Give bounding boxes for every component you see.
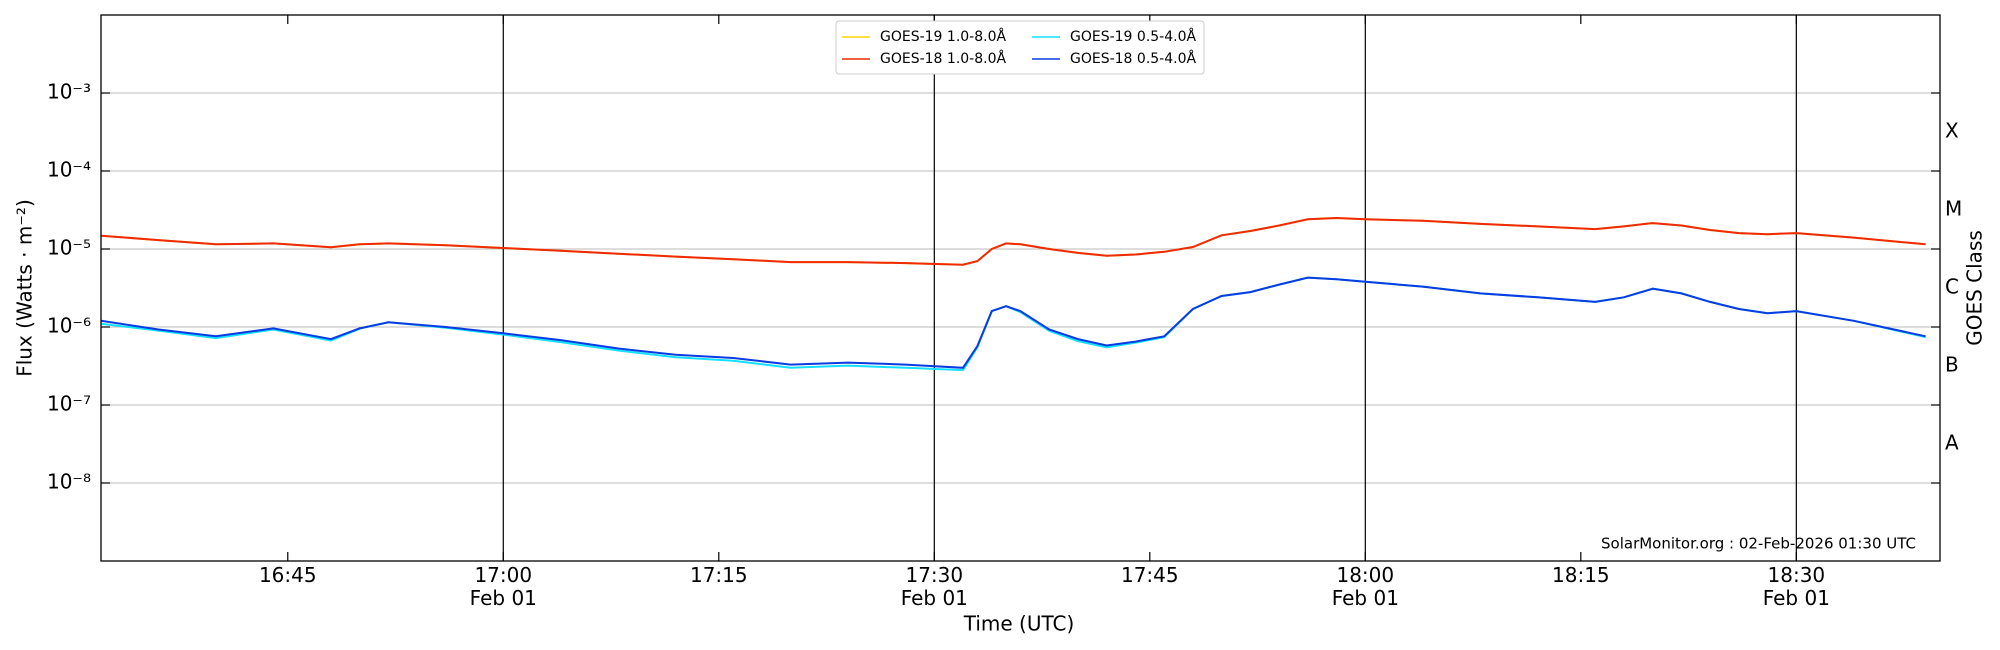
x-axis-label: Time (UTC) (963, 612, 1075, 636)
series-line (100, 216, 1926, 266)
annotation: SolarMonitor.org : 02-Feb-2026 01:30 UTC (1601, 535, 1916, 553)
y-tick-label: 10⁻⁸ (47, 470, 91, 494)
y2-tick-label: C (1945, 275, 1959, 299)
x-tick-label: 17:30 Feb 01 (901, 563, 968, 610)
x-tick-label: 17:15 (690, 563, 748, 587)
x-tick-label: 18:30 Feb 01 (1763, 563, 1830, 610)
legend: GOES-19 1.0-8.0Å GOES-18 1.0-8.0Å GOES-19 … (835, 20, 1205, 75)
y-tick-label: 10⁻⁷ (47, 392, 91, 416)
y-tick-label: 10⁻⁵ (47, 236, 91, 260)
x-tick-label: 17:45 (1121, 563, 1179, 587)
y2-tick-label: A (1945, 431, 1959, 455)
y2-tick-label: B (1945, 353, 1959, 377)
series-line (100, 276, 1926, 372)
x-tick-label: 18:15 (1552, 563, 1610, 587)
legend-label: GOES-19 0.5-4.0Å (1070, 28, 1196, 45)
legend-label: GOES-19 1.0-8.0Å (880, 28, 1006, 45)
y-tick-label: 10⁻⁶ (47, 314, 91, 338)
x-tick-label: 16:45 (259, 563, 317, 587)
x-tick-label: 18:00 Feb 01 (1332, 563, 1399, 610)
y-tick-label: 10⁻³ (47, 80, 91, 104)
series-line (100, 216, 1926, 266)
legend-label: GOES-18 1.0-8.0Å (880, 50, 1006, 67)
y2-tick-label: M (1945, 197, 1962, 221)
y2-tick-label: X (1945, 119, 1959, 143)
y-axis-label: Flux (Watts · m⁻²) (13, 199, 37, 377)
legend-label: GOES-18 0.5-4.0Å (1070, 50, 1196, 67)
legend-box (835, 20, 1205, 75)
plot-frame (100, 14, 1941, 562)
series-line (100, 276, 1926, 369)
y-tick-label: 10⁻⁴ (47, 158, 91, 182)
y2-axis-label: GOES Class (1963, 230, 1987, 346)
x-tick-label: 17:00 Feb 01 (470, 563, 537, 610)
